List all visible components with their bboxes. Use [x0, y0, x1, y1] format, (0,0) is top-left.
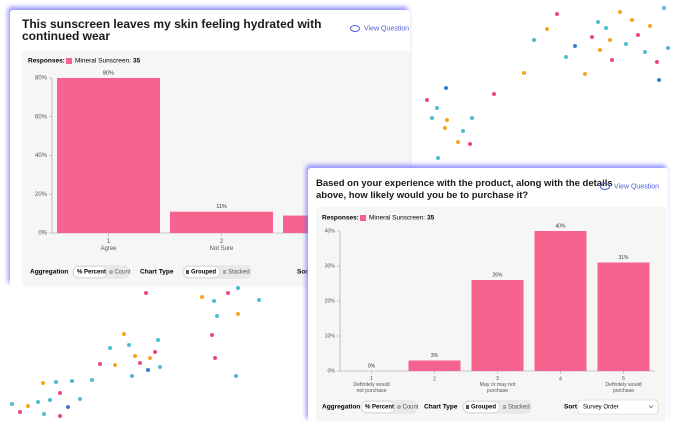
question-title: Based on your experience with the produc…	[316, 178, 613, 201]
bar	[597, 262, 650, 371]
chart-type-label: Chart Type	[424, 404, 458, 411]
value-label: 31%	[618, 255, 629, 261]
y-tick-label: 60%	[35, 114, 48, 120]
legend-count: 35	[427, 215, 435, 222]
y-tick-label: 80%	[35, 76, 48, 82]
chart-panel: Responses: Mineral Sunscreen: 35 0% 10% 20% 30…	[316, 207, 666, 422]
y-tick-label: 10%	[325, 333, 336, 339]
y-tick-label: 0%	[328, 368, 336, 374]
stacked-toggle[interactable]: Stacked	[228, 270, 250, 276]
grouped-icon	[466, 405, 469, 409]
sort-value[interactable]: Survey Order	[583, 405, 619, 411]
x-tick-label: 5 Definitely would purchase	[605, 376, 641, 394]
bar	[408, 360, 461, 371]
count-toggle[interactable]: Count	[115, 270, 131, 276]
legend-swatch	[66, 58, 72, 64]
x-tick-label: 2 Not Sure	[210, 239, 234, 252]
bar	[471, 280, 524, 371]
count-toggle[interactable]: Count	[403, 405, 419, 411]
sort-label: Sort	[297, 269, 311, 276]
count-icon	[397, 405, 401, 409]
question-card: This sunscreen leaves my skin feeling hy…	[10, 10, 410, 286]
value-label: 40%	[555, 223, 566, 229]
grouped-icon	[186, 270, 189, 274]
sort-label: Sort	[564, 404, 578, 411]
stacked-icon	[503, 405, 506, 409]
chart: Responses: Mineral Sunscreen: 350%10%20%30…	[322, 215, 659, 415]
value-label: 0%	[368, 363, 376, 369]
y-tick-label: 0%	[38, 231, 47, 237]
y-tick-label: 30%	[325, 263, 336, 269]
y-tick-label: 20%	[325, 298, 336, 304]
aggregation-label: Aggregation	[322, 404, 360, 411]
legend-swatch	[360, 215, 366, 221]
question-title: This sunscreen leaves my skin feeling hy…	[22, 17, 322, 43]
count-icon	[109, 270, 113, 274]
toggle-active	[183, 266, 220, 278]
x-tick-label: 1 Agree	[100, 239, 117, 252]
responses-label: Responses:	[322, 215, 359, 222]
y-tick-label: 20%	[35, 192, 48, 198]
value-label: 3%	[431, 353, 439, 359]
percent-toggle[interactable]: % Percent	[365, 405, 394, 411]
legend-entry: Mineral Sunscreen:	[369, 215, 425, 222]
toggle-active	[463, 401, 500, 413]
grouped-toggle[interactable]: Grouped	[471, 405, 496, 411]
confetti	[10, 6, 670, 418]
y-tick-label: 40%	[35, 153, 48, 159]
stacked-toggle[interactable]: Stacked	[508, 405, 530, 411]
toggle-active	[73, 266, 107, 278]
value-label: 11%	[216, 204, 227, 210]
x-tick-label: 1 Definitely would not purchase	[353, 376, 389, 394]
dropdown-caret	[648, 405, 654, 409]
legend-entry: Mineral Sunscreen:	[75, 58, 131, 65]
bar	[57, 78, 160, 233]
legend-count: 35	[133, 58, 141, 65]
view-question-link[interactable]: View Question	[600, 183, 659, 190]
question-card: Based on your experience with the produc…	[308, 168, 668, 422]
chart: Responses: Mineral Sunscreen: 35 0% 20% 40% 60…	[28, 58, 410, 279]
x-tick-label: 4	[559, 376, 562, 382]
chart-type-label: Chart Type	[140, 269, 174, 276]
value-label: 80%	[103, 70, 114, 76]
responses-label: Responses:	[28, 58, 65, 65]
bar	[170, 211, 273, 233]
aggregation-label: Aggregation	[30, 269, 68, 276]
view-question-link[interactable]: View Question	[350, 25, 409, 32]
percent-toggle[interactable]: % Percent	[77, 270, 106, 276]
bar	[534, 231, 587, 371]
grouped-toggle[interactable]: Grouped	[191, 270, 216, 276]
x-tick-label: 3 May or may not purchase	[480, 376, 516, 394]
value-label: 26%	[492, 272, 503, 278]
y-tick-label: 40%	[325, 228, 336, 234]
x-tick-label: 2	[433, 376, 436, 382]
toggle-active	[361, 401, 395, 413]
sort-dropdown[interactable]	[577, 399, 659, 415]
stacked-icon	[223, 270, 226, 274]
